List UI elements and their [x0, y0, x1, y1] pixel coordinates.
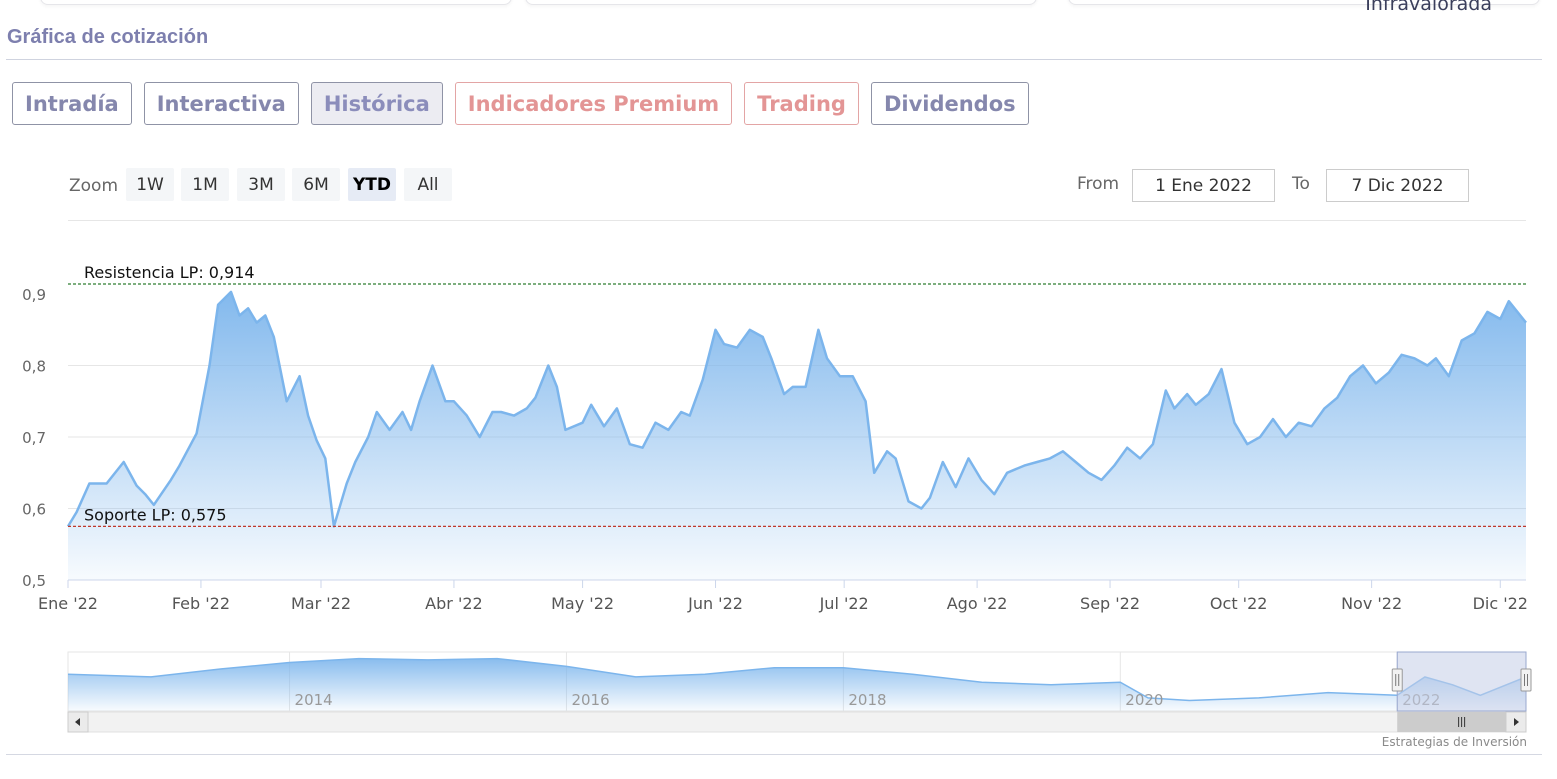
arrow-left-icon [75, 718, 80, 726]
y-tick-label: 0,7 [22, 429, 46, 447]
price-area [68, 291, 1526, 580]
x-tick-label: Feb '22 [172, 594, 230, 613]
section-divider [6, 59, 1542, 60]
navigator-area [68, 658, 1526, 711]
x-tick-label: Mar '22 [291, 594, 351, 613]
navigator-handle-right[interactable] [1520, 668, 1532, 692]
bottom-divider [6, 754, 1542, 755]
x-tick-label: Jul '22 [819, 594, 869, 613]
x-tick-label: Ene '22 [38, 594, 98, 613]
tab-interactiva[interactable]: Interactiva [143, 82, 299, 125]
scroll-left-button[interactable] [67, 711, 89, 733]
navigator-selection[interactable] [1396, 651, 1527, 712]
x-tick-label: Dic '22 [1473, 594, 1528, 613]
to-label: To [1292, 174, 1310, 194]
x-tick-label: Sep '22 [1080, 594, 1140, 613]
x-tick-label: Ago '22 [947, 594, 1008, 613]
from-label: From [1077, 174, 1120, 194]
y-tick-label: 0,6 [22, 501, 46, 519]
from-date-input[interactable]: 1 Ene 2022 [1132, 169, 1275, 202]
x-tick-label: Nov '22 [1341, 594, 1402, 613]
arrow-right-icon [1514, 718, 1519, 726]
toolbar-divider [68, 220, 1526, 221]
y-tick-label: 0,5 [22, 572, 46, 590]
tab-dividendos[interactable]: Dividendos [870, 82, 1029, 125]
navigator-year-label: 2018 [848, 691, 886, 709]
zoom-ytd-button[interactable]: YTD [348, 168, 396, 201]
chart-credit[interactable]: Estrategias de Inversión [1381, 735, 1527, 749]
navigator-year-label: 2016 [571, 691, 609, 709]
x-tick-label: Jun '22 [687, 594, 743, 613]
valuation-label: Infravalorada [1365, 0, 1492, 15]
zoom-label: Zoom [69, 176, 119, 196]
navigator-handle-left[interactable] [1391, 668, 1403, 692]
to-date-input[interactable]: 7 Dic 2022 [1326, 169, 1469, 202]
zoom-3m-button[interactable]: 3M [237, 168, 285, 201]
tab-trading[interactable]: Trading [744, 82, 859, 125]
y-tick-label: 0,9 [22, 286, 46, 304]
annotation-label-0: Resistencia LP: 0,914 [84, 263, 255, 282]
zoom-all-button[interactable]: All [404, 168, 452, 201]
zoom-1w-button[interactable]: 1W [126, 168, 174, 201]
scroll-right-button[interactable] [1505, 711, 1527, 733]
chart-tabs: Intradía Interactiva Histórica Indicadores … [12, 82, 1029, 125]
tab-intradia[interactable]: Intradía [12, 82, 132, 125]
x-tick-label: Oct '22 [1210, 594, 1268, 613]
tab-indicadores-premium[interactable]: Indicadores Premium [454, 82, 733, 125]
navigator-year-label: 2020 [1125, 691, 1163, 709]
annotation-label-1: Soporte LP: 0,575 [84, 505, 227, 524]
x-tick-label: May '22 [551, 594, 614, 613]
navigator-scrollbar[interactable] [67, 711, 1527, 733]
y-tick-label: 0,8 [22, 358, 46, 376]
navigator-year-label: 2014 [295, 691, 333, 709]
x-tick-label: Abr '22 [425, 594, 483, 613]
tab-historica[interactable]: Histórica [310, 82, 443, 125]
zoom-1m-button[interactable]: 1M [181, 168, 229, 201]
price-line [66, 290, 1527, 528]
section-title: Gráfica de cotización [7, 26, 209, 48]
zoom-6m-button[interactable]: 6M [292, 168, 340, 201]
